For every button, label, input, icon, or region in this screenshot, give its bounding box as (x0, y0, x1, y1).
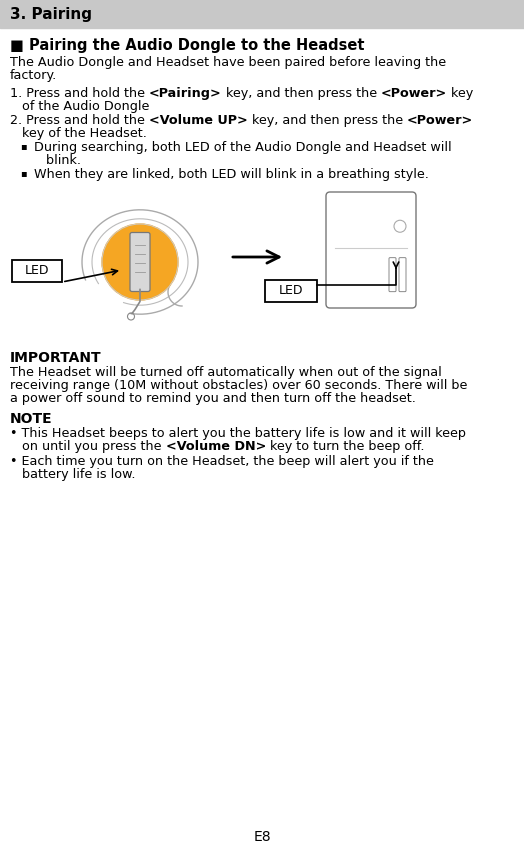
Text: key to turn the beep off.: key to turn the beep off. (266, 440, 424, 453)
FancyBboxPatch shape (130, 233, 150, 292)
Text: E8: E8 (253, 830, 271, 843)
Text: battery life is low.: battery life is low. (10, 468, 136, 481)
Text: key of the Headset.: key of the Headset. (10, 127, 147, 140)
Text: <Power>: <Power> (381, 87, 447, 100)
Text: During searching, both LED of the Audio Dongle and Headset will: During searching, both LED of the Audio … (34, 141, 452, 154)
Text: NOTE: NOTE (10, 412, 52, 426)
Text: ▪: ▪ (20, 168, 27, 178)
Text: key, and then press the: key, and then press the (248, 114, 407, 127)
Text: LED: LED (279, 284, 303, 298)
Text: ▪: ▪ (20, 141, 27, 151)
Text: LED: LED (25, 265, 49, 277)
Text: The Headset will be turned off automatically when out of the signal: The Headset will be turned off automatic… (10, 366, 442, 379)
Text: 2. Press and hold the: 2. Press and hold the (10, 114, 149, 127)
Text: of the Audio Dongle: of the Audio Dongle (10, 100, 149, 113)
Text: blink.: blink. (34, 154, 81, 167)
Text: <Power>: <Power> (407, 114, 473, 127)
Text: receiving range (10M without obstacles) over 60 seconds. There will be: receiving range (10M without obstacles) … (10, 379, 467, 392)
Text: <Volume UP>: <Volume UP> (149, 114, 248, 127)
Text: key: key (447, 87, 473, 100)
Text: <Volume DN>: <Volume DN> (166, 440, 266, 453)
Text: 1. Press and hold the: 1. Press and hold the (10, 87, 149, 100)
Text: a power off sound to remind you and then turn off the headset.: a power off sound to remind you and then… (10, 392, 416, 405)
Bar (265, 280, 317, 302)
Text: key, and then press the: key, and then press the (222, 87, 381, 100)
Text: IMPORTANT: IMPORTANT (10, 351, 102, 365)
FancyBboxPatch shape (389, 258, 396, 292)
Circle shape (102, 224, 178, 300)
Text: <Pairing>: <Pairing> (149, 87, 222, 100)
Text: 3. Pairing: 3. Pairing (10, 7, 92, 22)
FancyBboxPatch shape (326, 192, 416, 308)
Text: When they are linked, both LED will blink in a breathing style.: When they are linked, both LED will blin… (34, 168, 429, 181)
Text: The Audio Dongle and Headset have been paired before leaving the: The Audio Dongle and Headset have been p… (10, 56, 446, 69)
Text: on until you press the: on until you press the (10, 440, 166, 453)
Text: • Each time you turn on the Headset, the beep will alert you if the: • Each time you turn on the Headset, the… (10, 455, 434, 468)
Bar (0, 0, 524, 28)
Text: factory.: factory. (10, 69, 57, 82)
Text: • This Headset beeps to alert you the battery life is low and it will keep: • This Headset beeps to alert you the ba… (10, 427, 466, 440)
Bar (12, 260, 62, 282)
Text: ■ Pairing the Audio Dongle to the Headset: ■ Pairing the Audio Dongle to the Headse… (10, 38, 365, 53)
FancyBboxPatch shape (399, 258, 406, 292)
